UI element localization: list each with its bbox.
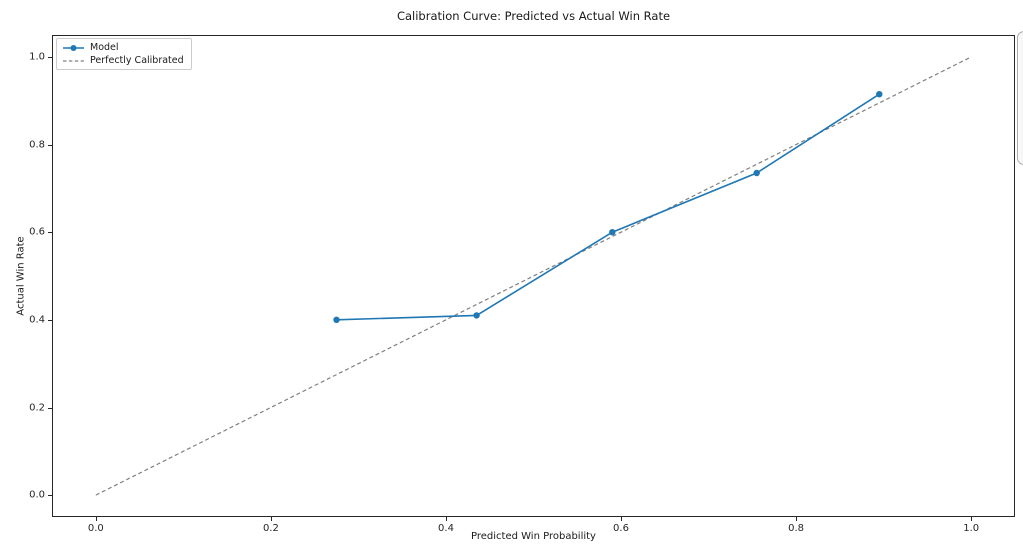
x-tick-label: 0.0 bbox=[87, 523, 104, 534]
legend: Model Perfectly Calibrated bbox=[56, 38, 192, 70]
y-tick-label: 0.2 bbox=[29, 402, 45, 413]
dashed-line-swatch-icon bbox=[63, 59, 84, 62]
legend-label-model: Model bbox=[90, 42, 119, 53]
legend-item-model: Model bbox=[62, 42, 184, 53]
y-tick-label: 0.6 bbox=[29, 226, 45, 238]
data-point-marker bbox=[333, 316, 340, 323]
x-tick-label: 0.4 bbox=[438, 523, 454, 534]
series-line-perfectly-calibrated bbox=[95, 56, 972, 496]
y-tick-mark bbox=[48, 232, 52, 234]
y-tick-label: 0.0 bbox=[29, 489, 45, 501]
y-tick-mark bbox=[48, 407, 52, 409]
y-tick-mark bbox=[48, 144, 52, 146]
model-line-swatch-icon bbox=[63, 44, 84, 51]
data-point-marker bbox=[473, 312, 480, 319]
x-tick-label: 0.2 bbox=[262, 523, 279, 534]
plot-canvas bbox=[52, 35, 1015, 517]
x-tick-label: 0.8 bbox=[788, 523, 805, 534]
x-axis-label: Predicted Win Probability bbox=[471, 531, 596, 542]
x-tick-mark bbox=[971, 517, 973, 521]
x-tick-label: 0.6 bbox=[613, 523, 629, 534]
y-axis-label: Actual Win Rate bbox=[15, 236, 27, 316]
axes-spines bbox=[52, 35, 1015, 517]
y-tick-mark bbox=[48, 495, 52, 497]
chart-title: Calibration Curve: Predicted vs Actual W… bbox=[396, 9, 671, 23]
x-tick-mark bbox=[95, 517, 97, 521]
x-tick-mark bbox=[446, 517, 447, 521]
x-tick-mark bbox=[270, 517, 272, 521]
data-point-marker bbox=[609, 229, 616, 236]
vertical-scrollbar-thumb[interactable] bbox=[1017, 31, 1023, 165]
y-tick-label: 0.8 bbox=[29, 139, 45, 150]
plot-area: Model Perfectly Calibrated 0.0 0.2 0.4 0.6 0… bbox=[29, 35, 1015, 534]
x-tick-mark bbox=[796, 517, 798, 521]
y-tick-label: 0.4 bbox=[29, 314, 45, 326]
data-point-marker bbox=[753, 169, 760, 177]
y-tick-mark bbox=[48, 319, 52, 321]
x-tick-label: 1.0 bbox=[963, 523, 980, 534]
series-line-model bbox=[336, 93, 880, 321]
data-point-marker bbox=[876, 91, 883, 98]
legend-item-perfectly-calibrated: Perfectly Calibrated bbox=[62, 55, 184, 66]
x-tick-mark bbox=[621, 517, 622, 521]
y-tick-mark bbox=[48, 56, 52, 58]
legend-label-perfectly-calibrated: Perfectly Calibrated bbox=[90, 55, 184, 66]
y-tick-label: 1.0 bbox=[29, 51, 45, 63]
